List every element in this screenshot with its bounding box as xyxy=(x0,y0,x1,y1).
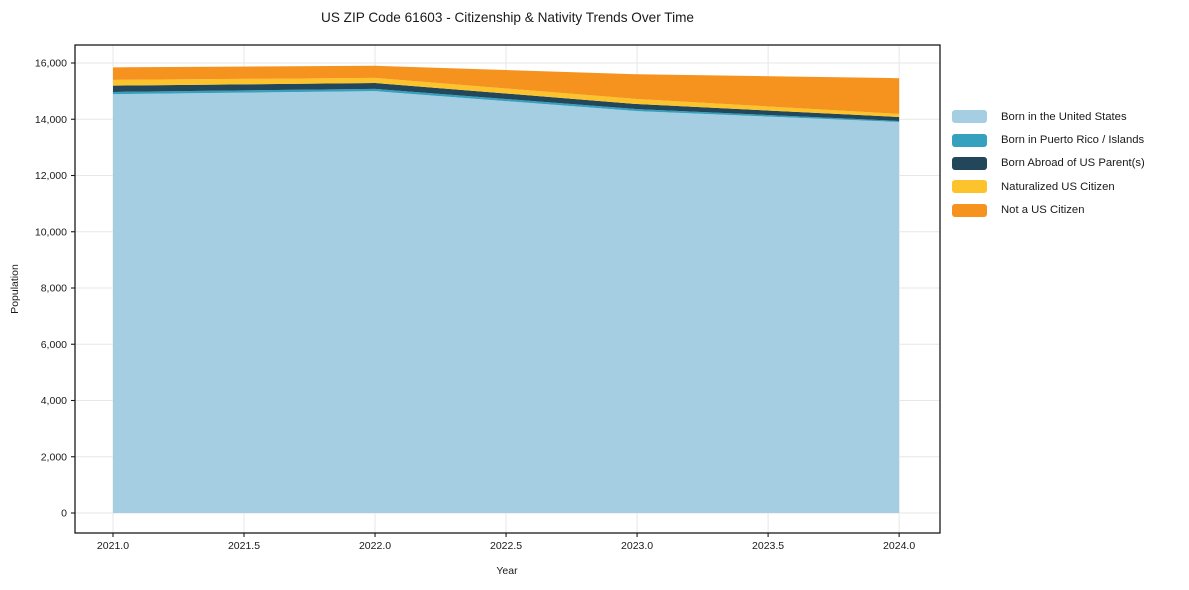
y-tick-label: 14,000 xyxy=(35,114,67,126)
y-axis-label: Population xyxy=(9,264,21,314)
x-axis-label: Year xyxy=(496,565,518,577)
legend-item: Born in Puerto Rico / Islands xyxy=(952,128,1145,151)
legend-swatch-not-citizen-icon xyxy=(952,203,987,217)
y-tick-label: 16,000 xyxy=(35,58,67,70)
legend-swatch-naturalized-icon xyxy=(952,180,987,194)
y-tick-label: 2,000 xyxy=(41,451,67,463)
area-series-2 xyxy=(113,82,900,121)
legend-label: Not a US Citizen xyxy=(1001,204,1085,217)
y-tick-label: 12,000 xyxy=(35,170,67,182)
legend-label: Born Abroad of US Parent(s) xyxy=(1001,157,1145,170)
x-tick-label: 2021.0 xyxy=(97,540,129,552)
tick-labels: 2021.0 2021.5 2022.0 2022.5 2023.0 2023.5 2024… xyxy=(35,58,915,552)
legend-swatch-born-abroad-icon xyxy=(952,156,987,170)
plot-border xyxy=(74,44,941,534)
x-tick-label: 2024.0 xyxy=(883,540,915,552)
legend-label: Born in Puerto Rico / Islands xyxy=(1001,134,1145,147)
legend-label: Naturalized US Citizen xyxy=(1001,180,1115,193)
y-tick-label: 8,000 xyxy=(41,283,67,295)
y-tick-label: 6,000 xyxy=(41,339,67,351)
x-tick-label: 2022.0 xyxy=(359,540,391,552)
area-series-1 xyxy=(113,88,900,123)
legend-item: Not a US Citizen xyxy=(952,199,1145,222)
y-tick-label: 0 xyxy=(61,508,67,520)
x-tick-label: 2023.0 xyxy=(621,540,653,552)
legend-swatch-born-us-icon xyxy=(952,110,987,124)
y-tick-label: 10,000 xyxy=(35,226,67,238)
chart-title: US ZIP Code 61603 - Citizenship & Nativi… xyxy=(321,10,694,25)
x-tick-label: 2022.5 xyxy=(490,540,522,552)
x-tick-label: 2023.5 xyxy=(752,540,784,552)
legend-item: Born Abroad of US Parent(s) xyxy=(952,152,1145,175)
y-tick-label: 4,000 xyxy=(41,395,67,407)
tick-marks xyxy=(71,62,900,537)
x-tick-label: 2021.5 xyxy=(228,540,260,552)
legend-swatch-puerto-rico-icon xyxy=(952,133,987,147)
area-series-4 xyxy=(113,65,900,114)
area-series-3 xyxy=(113,77,900,117)
legend: Born in the United States Born in Puerto… xyxy=(952,105,1145,222)
area-series-0 xyxy=(113,91,900,513)
legend-item: Born in the United States xyxy=(952,105,1145,128)
legend-item: Naturalized US Citizen xyxy=(952,175,1145,198)
legend-label: Born in the United States xyxy=(1001,110,1127,123)
